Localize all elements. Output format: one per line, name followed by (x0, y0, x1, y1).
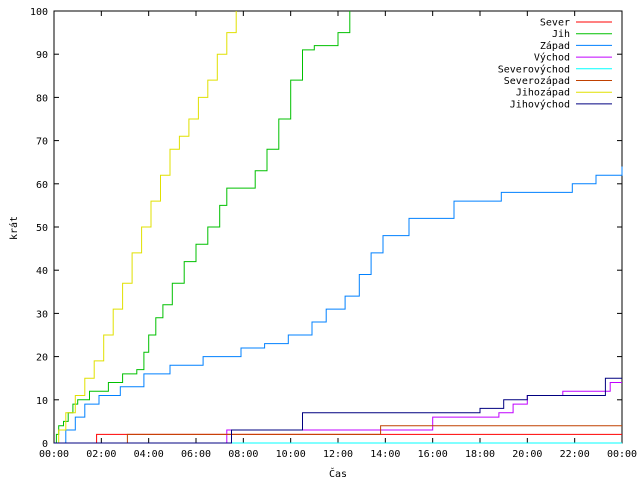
legend-label: Sever (540, 18, 570, 29)
x-tick-label: 22:00 (560, 449, 590, 460)
legend: SeverJihZápadVýchodSeverovýchodSeverozáp… (498, 18, 612, 110)
legend-label: Východ (534, 52, 570, 64)
legend-label: Severovýchod (498, 63, 570, 75)
x-axis-label: Čas (329, 467, 347, 480)
series-group (54, 11, 623, 444)
y-tick-label: 0 (42, 439, 48, 450)
series-line-4 (54, 382, 622, 444)
y-tick-label: 80 (36, 93, 48, 104)
y-tick-label: 20 (36, 353, 48, 364)
y-tick-label: 50 (36, 223, 48, 234)
x-tick-label: 16:00 (418, 449, 448, 460)
y-tick-label: 100 (30, 7, 48, 18)
legend-label: Západ (540, 40, 570, 52)
y-tick-label: 30 (36, 309, 48, 320)
x-tick-label: 12:00 (323, 449, 353, 460)
x-tick-label: 20:00 (512, 449, 542, 460)
x-tick-label: 10:00 (276, 449, 306, 460)
x-tick-label: 14:00 (370, 449, 400, 460)
y-axis-label: krát (8, 216, 20, 240)
legend-label: Severozápad (504, 75, 570, 87)
y-tick-label: 70 (36, 137, 48, 148)
x-tick-label: 18:00 (465, 449, 495, 460)
x-tick-label: 04:00 (134, 449, 164, 460)
y-tick-label: 90 (36, 50, 48, 61)
y-axis: 0 10 20 30 40 50 60 70 80 90 100 (30, 7, 622, 450)
legend-label: Jihovýchod (510, 98, 570, 110)
y-tick-label: 40 (36, 266, 48, 277)
x-tick-label: 08:00 (228, 449, 258, 460)
series-line-3 (54, 166, 623, 444)
x-tick-label: 00:00 (607, 449, 637, 460)
series-line-7 (54, 11, 237, 444)
x-tick-label: 06:00 (181, 449, 211, 460)
x-axis: 00:00 02:00 04:00 06:00 08:00 10:00 12:00 14:00… (39, 11, 637, 460)
x-tick-label: 02:00 (86, 449, 116, 460)
legend-label: Jihozápad (516, 87, 570, 99)
y-tick-label: 10 (36, 396, 48, 407)
series-line-8 (54, 377, 622, 444)
series-line-2 (54, 11, 351, 444)
y-tick-label: 60 (36, 180, 48, 191)
legend-label: Jih (552, 29, 570, 40)
x-tick-label: 00:00 (39, 449, 69, 460)
